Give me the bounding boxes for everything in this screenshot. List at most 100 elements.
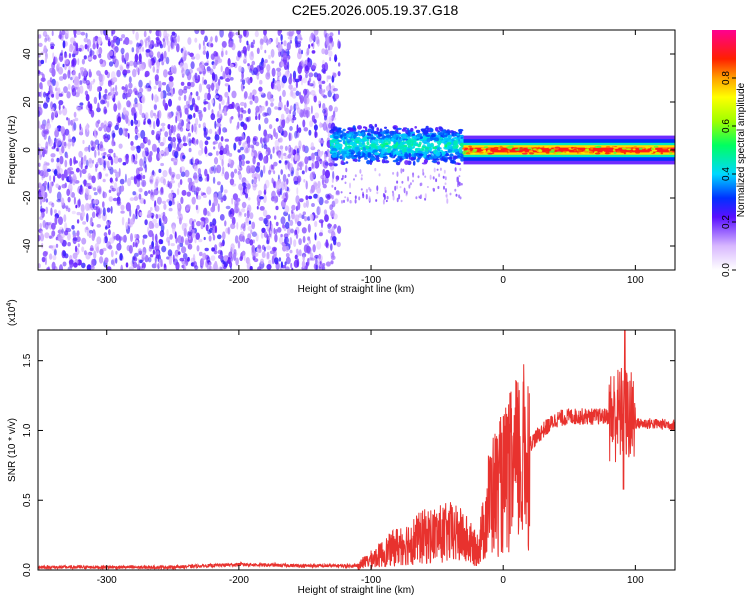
noise-speckle (51, 93, 55, 98)
signal-spread-cell (430, 137, 436, 140)
noise-speckle (211, 72, 216, 81)
signal-spread-cell (334, 140, 340, 144)
noise-speckle (102, 237, 106, 244)
noise-speckle (266, 245, 272, 250)
noise-speckle (298, 48, 302, 55)
noise-speckle (318, 254, 323, 262)
noise-speckle (85, 188, 89, 194)
noise-speckle (73, 262, 78, 268)
noise-speckle (212, 62, 216, 70)
spread-tail (385, 199, 388, 203)
signal-spread-cell (412, 160, 416, 166)
noise-speckle (64, 230, 69, 236)
noise-speckle (177, 35, 180, 43)
noise-speckle (263, 34, 268, 44)
noise-speckle (278, 151, 281, 159)
noise-speckle (317, 180, 321, 188)
noise-speckle (141, 262, 146, 269)
spread-tail (409, 182, 412, 186)
noise-speckle (72, 237, 78, 241)
noise-speckle (266, 239, 269, 245)
spread-tail (386, 195, 389, 200)
noise-speckle (324, 169, 330, 179)
noise-speckle (55, 91, 59, 100)
signal-spread-cell (432, 146, 438, 150)
signal-spread-cell (445, 138, 449, 141)
noise-speckle (237, 240, 241, 249)
signal-spread-cell (345, 138, 349, 141)
noise-speckle (113, 258, 115, 267)
noise-speckle (38, 234, 41, 242)
noise-speckle (130, 141, 134, 146)
noise-speckle (197, 74, 201, 83)
noise-speckle (115, 91, 119, 96)
noise-speckle (302, 255, 306, 262)
noise-speckle (206, 50, 209, 60)
noise-speckle (43, 91, 47, 98)
noise-speckle (278, 236, 284, 245)
noise-speckle (266, 264, 272, 270)
noise-speckle (247, 197, 251, 201)
noise-speckle (128, 266, 134, 270)
spread-tail (457, 183, 459, 188)
noise-speckle (159, 30, 162, 38)
noise-speckle (79, 102, 84, 106)
carrier-cell (556, 149, 560, 152)
noise-speckle (64, 30, 69, 38)
noise-speckle (38, 104, 42, 109)
noise-speckle (44, 164, 48, 172)
noise-speckle (206, 173, 210, 182)
noise-speckle (253, 95, 259, 104)
noise-speckle (213, 146, 216, 150)
noise-speckle (260, 258, 264, 265)
spread-tail (407, 176, 410, 182)
noise-speckle (221, 263, 224, 268)
noise-speckle (78, 198, 81, 207)
spread-tail (400, 199, 403, 203)
spread-tail (412, 172, 415, 178)
noise-speckle (43, 102, 48, 109)
noise-speckle (323, 89, 326, 93)
noise-speckle (113, 155, 119, 164)
carrier-cell (650, 148, 655, 150)
noise-speckle (207, 211, 210, 217)
noise-speckle (62, 40, 66, 49)
noise-speckle (168, 75, 174, 82)
noise-speckle (230, 116, 234, 120)
noise-speckle (69, 157, 73, 167)
noise-speckle (138, 53, 142, 63)
spread-tail (402, 168, 405, 172)
noise-speckle (48, 253, 53, 260)
noise-speckle (107, 40, 111, 47)
noise-speckle (327, 45, 331, 51)
noise-speckle (217, 110, 220, 118)
spread-tail (405, 190, 408, 195)
signal-spread-cell (391, 137, 394, 142)
noise-speckle (233, 142, 237, 151)
noise-speckle (38, 120, 41, 129)
noise-speckle (54, 216, 58, 226)
noise-speckle (296, 170, 299, 178)
noise-speckle (235, 136, 240, 142)
noise-speckle (49, 175, 52, 182)
carrier-cell (515, 148, 520, 151)
noise-speckle (302, 211, 306, 215)
spread-tail (417, 175, 420, 179)
noise-speckle (331, 114, 334, 122)
carrier-cell (616, 150, 621, 153)
noise-speckle (176, 188, 180, 196)
noise-speckle (176, 133, 181, 139)
noise-speckle (147, 155, 153, 163)
carrier-cell (642, 147, 645, 150)
noise-speckle (49, 181, 53, 189)
signal-spread-cell (362, 137, 366, 141)
noise-speckle (98, 71, 101, 78)
noise-speckle (280, 61, 284, 67)
noise-speckle (124, 52, 129, 62)
noise-speckle (190, 257, 196, 263)
noise-speckle (252, 137, 257, 146)
noise-speckle (134, 252, 139, 257)
noise-speckle (142, 174, 146, 180)
noise-speckle (299, 75, 302, 82)
signal-spread-cell (340, 160, 344, 165)
